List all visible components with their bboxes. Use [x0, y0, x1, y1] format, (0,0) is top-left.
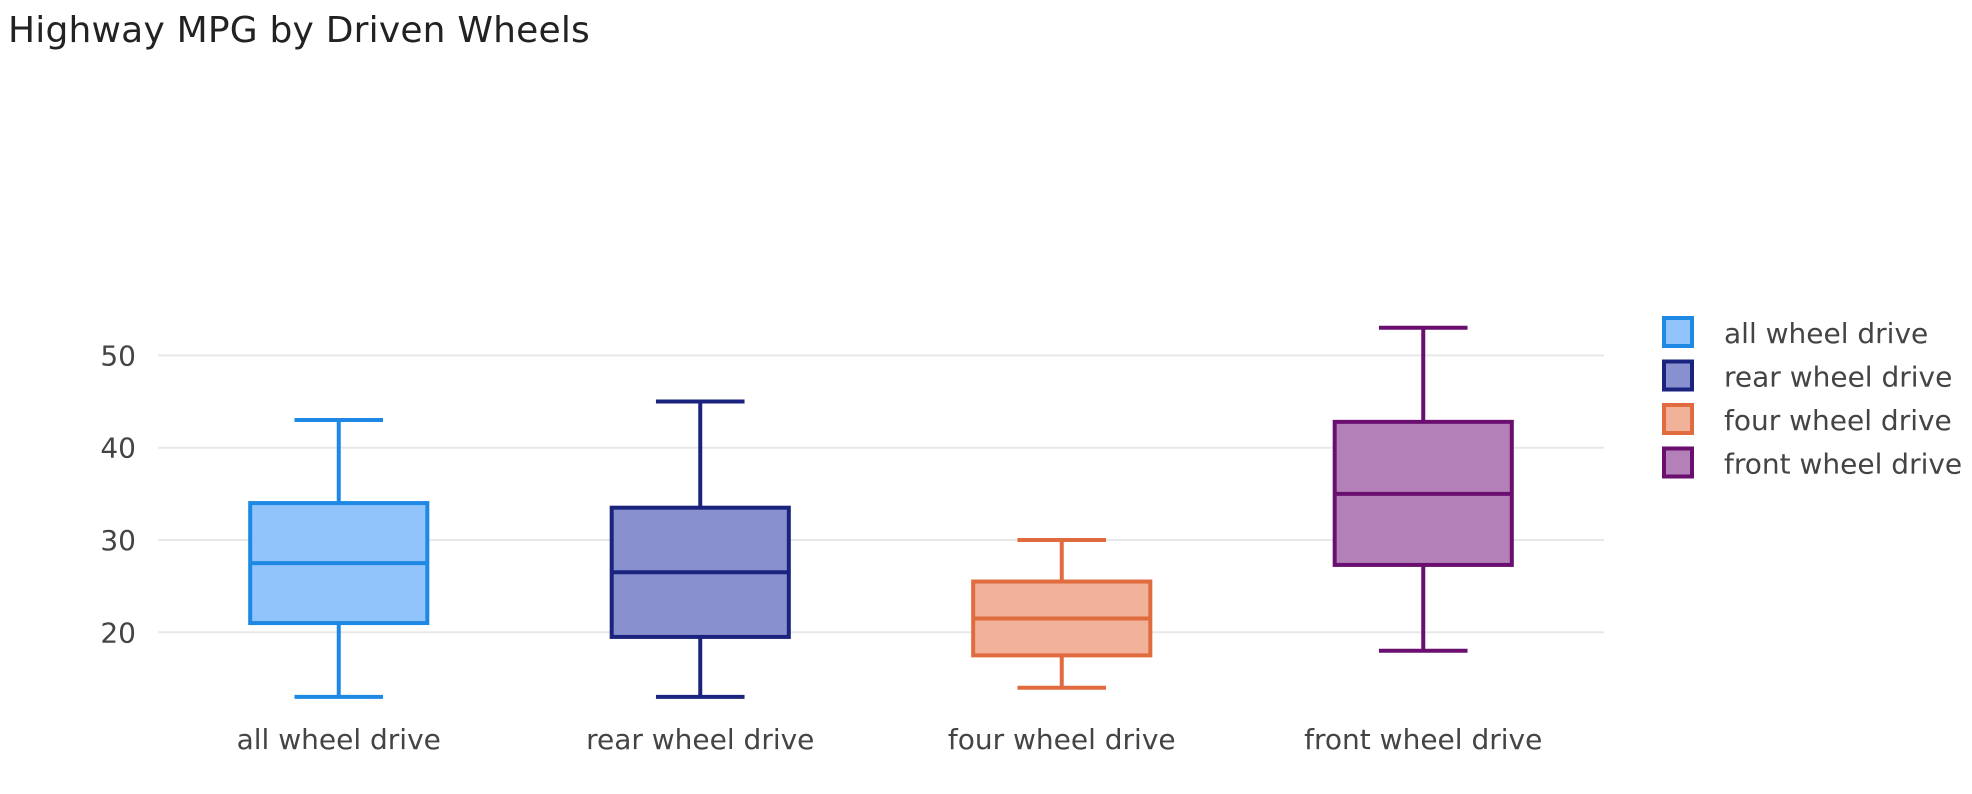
legend-swatch — [1662, 403, 1694, 435]
legend-label: all wheel drive — [1724, 317, 1928, 350]
box-front-wheel-drive — [1332, 325, 1514, 653]
x-tick-label-2: four wheel drive — [948, 723, 1176, 756]
box-all-wheel-drive — [248, 418, 430, 699]
legend-label: rear wheel drive — [1724, 361, 1952, 394]
y-tick-label-20: 20 — [100, 616, 136, 649]
legend-swatch — [1662, 316, 1694, 348]
legend-swatch — [1662, 359, 1694, 392]
legend-item-four-wheel-drive[interactable]: four wheel drive — [1662, 403, 1952, 437]
legend: all wheel drive rear wheel drive four whee… — [1662, 316, 1962, 481]
x-tick-label-0: all wheel drive — [237, 723, 441, 756]
legend-item-rear-wheel-drive[interactable]: rear wheel drive — [1662, 359, 1952, 394]
chart-title: Highway MPG by Driven Wheels — [8, 10, 591, 51]
y-tick-label-30: 30 — [100, 524, 136, 557]
legend-swatch — [1662, 446, 1694, 479]
x-tick-label-3: front wheel drive — [1304, 723, 1542, 756]
legend-item-all-wheel-drive[interactable]: all wheel drive — [1662, 316, 1928, 350]
legend-label: front wheel drive — [1724, 448, 1962, 481]
box-four-wheel-drive — [971, 538, 1153, 690]
legend-item-front-wheel-drive[interactable]: front wheel drive — [1662, 446, 1962, 481]
y-axis-ticks: 20 30 40 50 — [100, 339, 136, 649]
boxes — [248, 325, 1514, 699]
x-axis-ticks: all wheel drive rear wheel drive four whee… — [237, 723, 1543, 756]
x-tick-label-1: rear wheel drive — [586, 723, 814, 756]
legend-label: four wheel drive — [1724, 404, 1952, 437]
y-tick-label-40: 40 — [100, 432, 136, 465]
box-rear-wheel-drive — [609, 399, 791, 699]
y-tick-label-50: 50 — [100, 339, 136, 372]
